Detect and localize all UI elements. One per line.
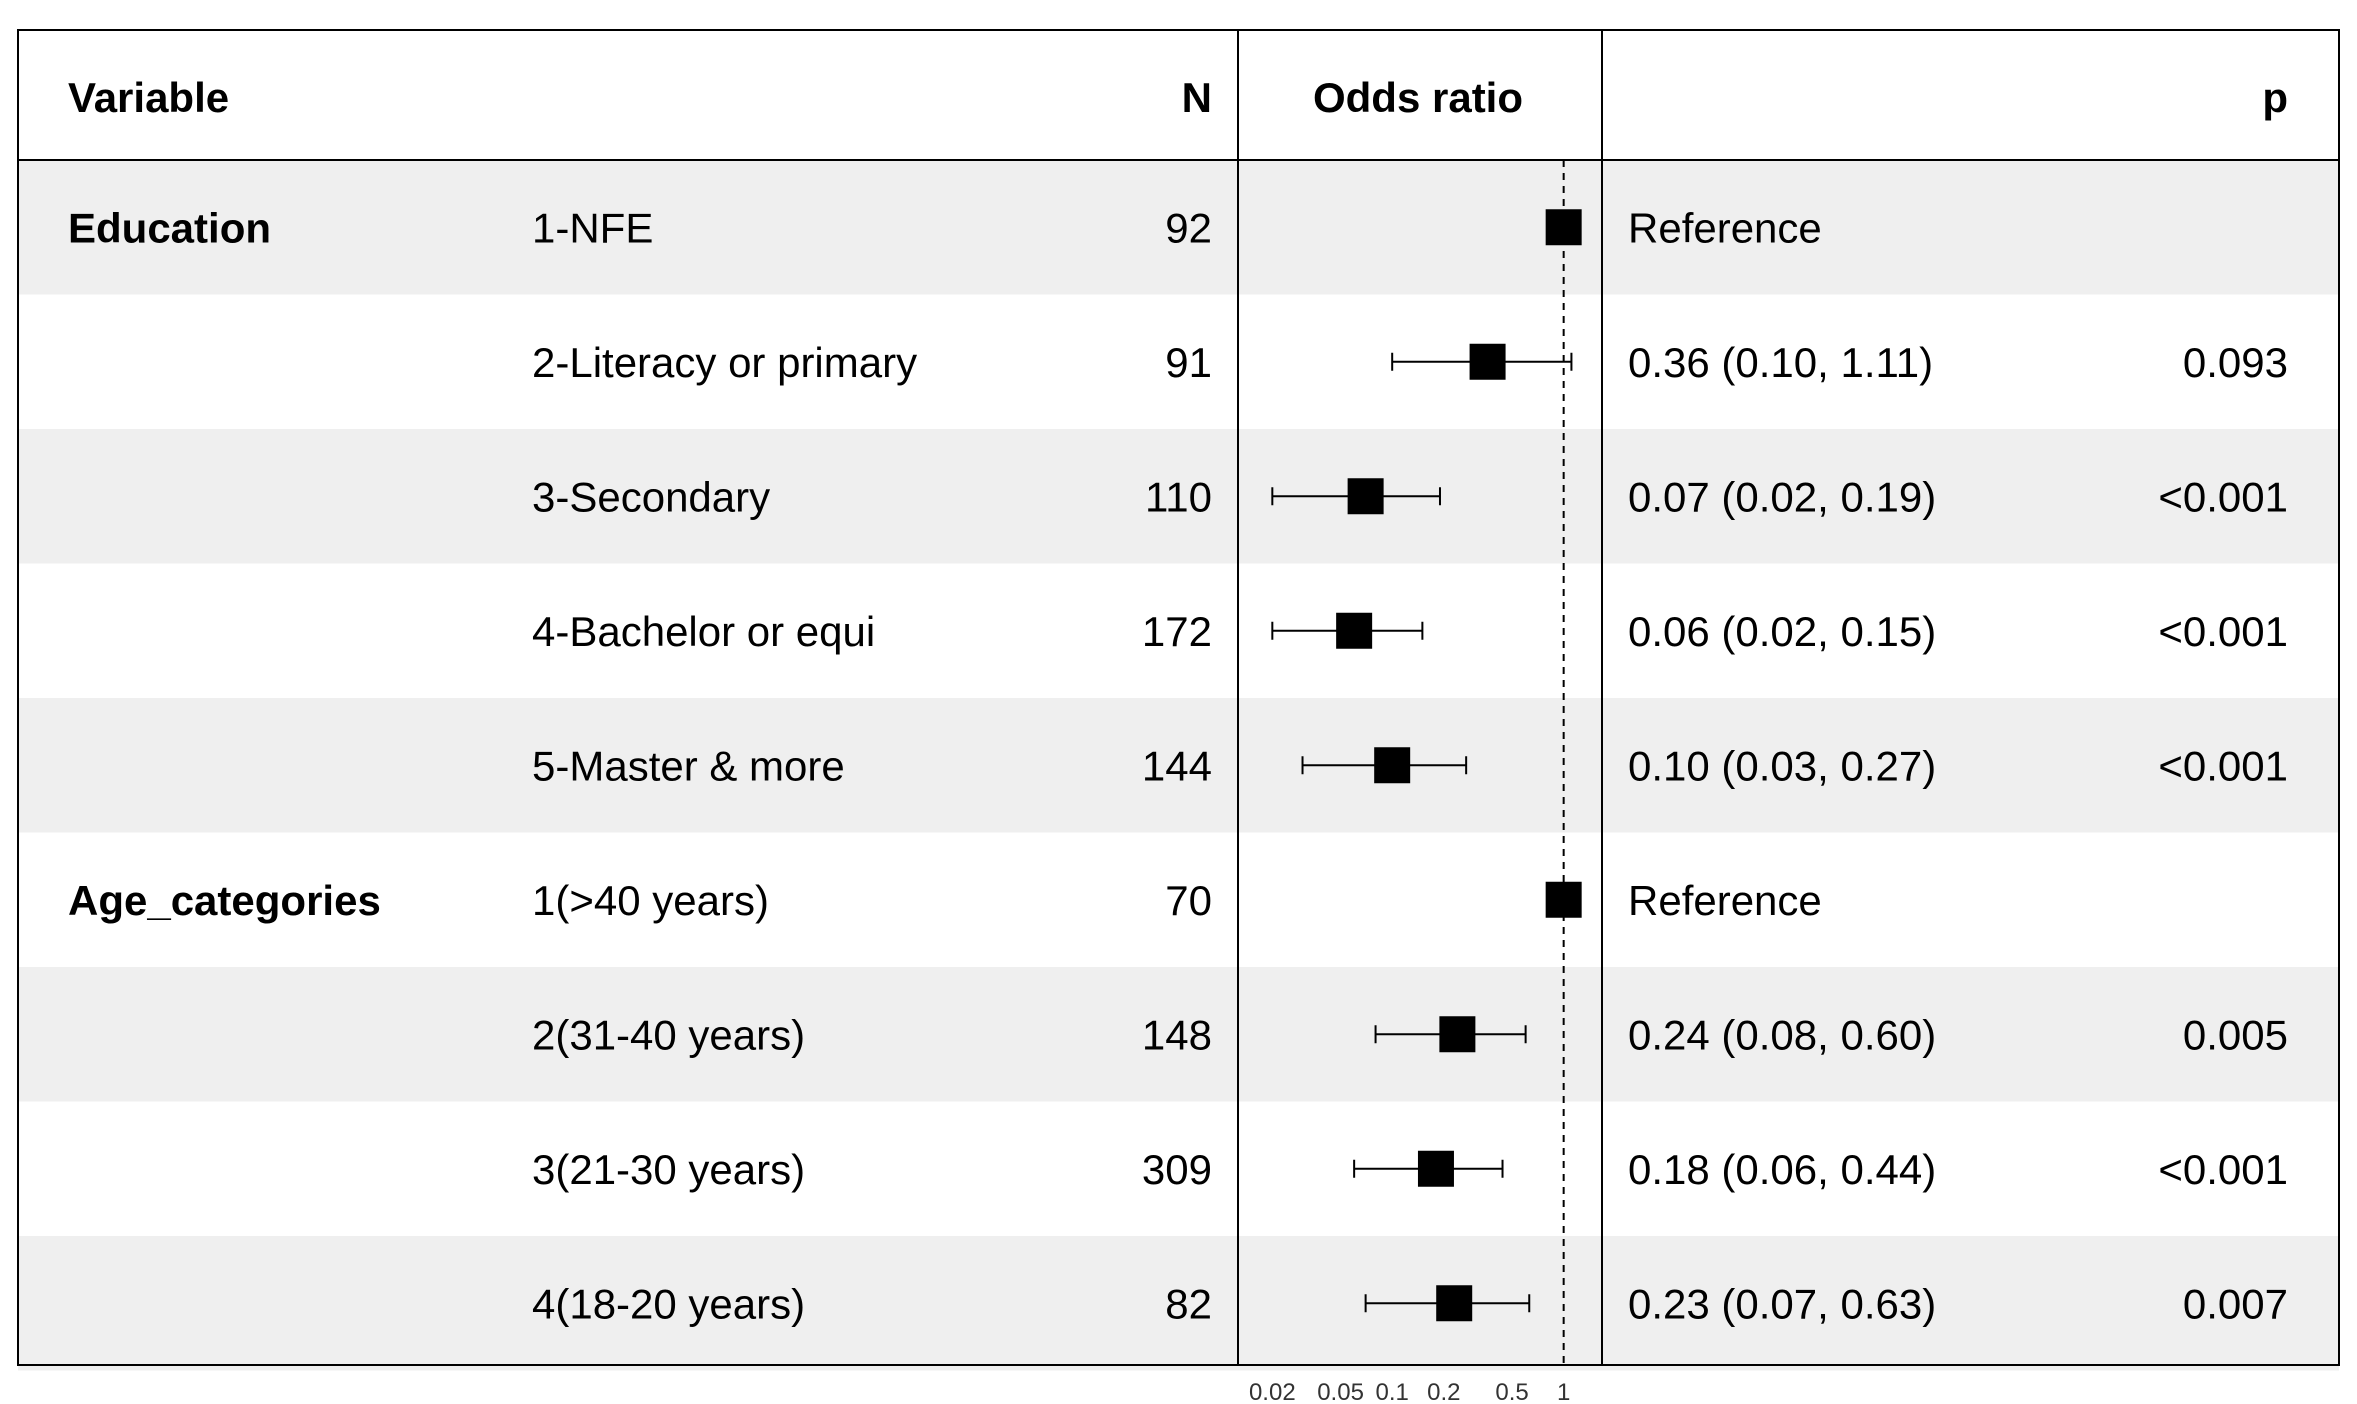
row-n-value: 70 — [1165, 877, 1212, 924]
odds-ratio-marker — [1374, 747, 1411, 784]
x-tick-label: 0.2 — [1427, 1379, 1460, 1404]
table-rows: 1-NFE 92 Reference 2-Literacy or primary 91 0… — [68, 204, 2288, 1327]
row-or-ci-text: 0.10 (0.03, 0.27) — [1628, 742, 1936, 789]
group-label: Age_categories — [68, 877, 381, 924]
row-or-ci-text: Reference — [1628, 877, 1822, 924]
x-axis-ticks: 0.02 0.05 0.1 0.2 0.5 1 — [1249, 1379, 1570, 1404]
row-or-ci-text: 0.06 (0.02, 0.15) — [1628, 608, 1936, 655]
x-tick-label: 0.1 — [1375, 1379, 1408, 1404]
row-level-label: 2(31-40 years) — [532, 1011, 805, 1058]
odds-ratio-marker — [1436, 1285, 1473, 1322]
table-header: Variable N Odds ratio p — [68, 74, 2288, 121]
row-n-value: 110 — [1145, 473, 1212, 520]
row-p-value: <0.001 — [2158, 742, 2288, 789]
row-p-value: 0.005 — [2183, 1011, 2288, 1058]
header-n: N — [1182, 74, 1212, 121]
row-or-ci-text: 0.18 (0.06, 0.44) — [1628, 1146, 1936, 1193]
x-tick-label: 0.05 — [1317, 1379, 1364, 1404]
row-band — [18, 967, 2339, 1102]
header-p: p — [2262, 74, 2288, 121]
row-n-value: 91 — [1165, 339, 1212, 386]
row-level-label: 5-Master & more — [532, 742, 845, 789]
odds-ratio-marker — [1347, 478, 1384, 515]
odds-ratio-marker — [1417, 1150, 1454, 1187]
x-tick-label: 0.02 — [1249, 1379, 1296, 1404]
row-level-label: 3-Secondary — [532, 473, 770, 520]
row-p-value: <0.001 — [2158, 473, 2288, 520]
row-band — [18, 1236, 2339, 1371]
row-n-value: 172 — [1142, 608, 1212, 655]
group-label: Education — [68, 204, 271, 251]
row-band — [18, 160, 2339, 295]
row-level-label: 2-Literacy or primary — [532, 339, 917, 386]
row-or-ci-text: Reference — [1628, 204, 1822, 251]
x-tick-label: 0.5 — [1495, 1379, 1528, 1404]
table-frame — [17, 29, 2340, 1366]
header-odds-ratio: Odds ratio — [1313, 74, 1523, 121]
row-or-ci-text: 0.07 (0.02, 0.19) — [1628, 473, 1936, 520]
header-variable: Variable — [68, 74, 229, 121]
row-n-value: 82 — [1165, 1280, 1212, 1327]
row-or-ci-text: 0.23 (0.07, 0.63) — [1628, 1280, 1936, 1327]
row-bands — [18, 160, 2339, 1371]
row-n-value: 144 — [1142, 742, 1212, 789]
row-band — [18, 429, 2339, 564]
forest-marks — [1271, 160, 1582, 1365]
row-p-value: <0.001 — [2158, 608, 2288, 655]
row-p-value: 0.093 — [2183, 339, 2288, 386]
row-p-value: <0.001 — [2158, 1146, 2288, 1193]
row-level-label: 4(18-20 years) — [532, 1280, 805, 1327]
x-tick-label: 1 — [1557, 1379, 1570, 1404]
odds-ratio-marker — [1545, 881, 1582, 918]
row-or-ci-text: 0.36 (0.10, 1.11) — [1628, 339, 1933, 386]
row-n-value: 309 — [1142, 1146, 1212, 1193]
row-level-label: 3(21-30 years) — [532, 1146, 805, 1193]
row-level-label: 1-NFE — [532, 204, 653, 251]
row-or-ci-text: 0.24 (0.08, 0.60) — [1628, 1011, 1936, 1058]
row-level-label: 1(>40 years) — [532, 877, 769, 924]
outer-border — [17, 29, 2340, 1366]
odds-ratio-marker — [1336, 612, 1373, 649]
row-p-value: 0.007 — [2183, 1280, 2288, 1327]
odds-ratio-marker — [1469, 343, 1506, 380]
odds-ratio-marker — [1439, 1016, 1476, 1053]
row-level-label: 4-Bachelor or equi — [532, 608, 875, 655]
row-n-value: 92 — [1165, 204, 1212, 251]
row-n-value: 148 — [1142, 1011, 1212, 1058]
row-band — [18, 698, 2339, 833]
